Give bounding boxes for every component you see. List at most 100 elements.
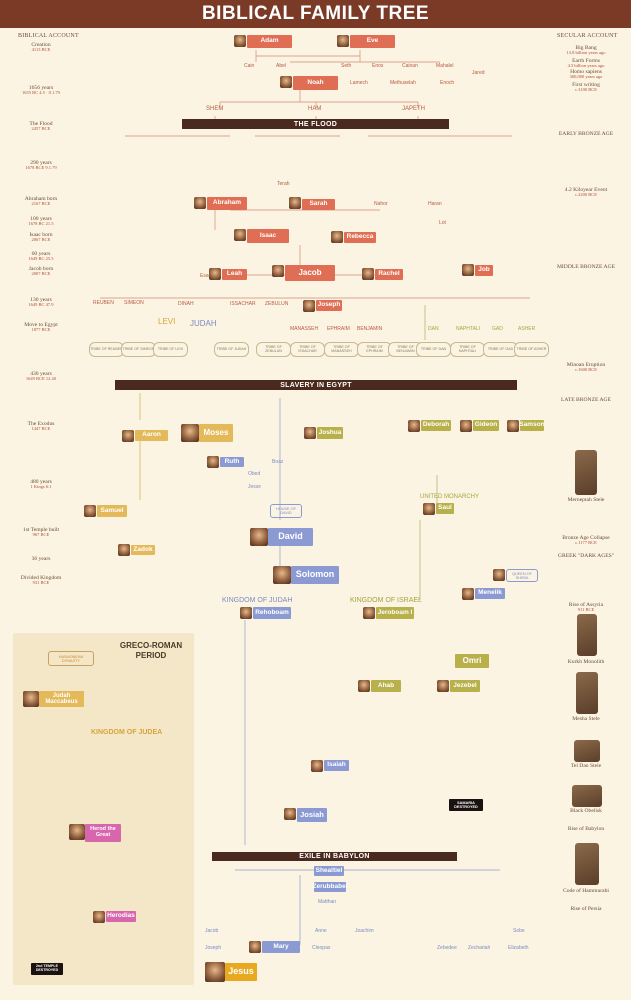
zadok-portrait <box>118 544 130 556</box>
timeline-date: 931 BCE <box>32 580 50 586</box>
right-timeline-entry: Kurkh Monolith <box>555 659 617 665</box>
tribe-badge: TRIBE OF ZEBULUN <box>256 342 291 357</box>
timeline-label: 480 years <box>30 479 52 485</box>
eve-portrait <box>337 35 349 47</box>
left-timeline-entry: 480 years 1 Kings 6:1 <box>14 479 68 490</box>
biblical-account-header: BIBLICAL ACCOUNT <box>18 33 79 39</box>
samuel-portrait <box>84 505 96 517</box>
right-timeline-entry: 4.2 Kiloyear Event c.2200 BCE <box>555 187 617 198</box>
jesus-portrait <box>205 962 225 982</box>
joseph-box: Joseph <box>316 300 342 311</box>
right-timeline-entry: Minoan Eruption c.1600 BCE <box>555 362 617 373</box>
right-timeline-entry: Earth Forms 4.5 billion years ago <box>555 58 617 69</box>
right-timeline-entry: Code of Hammurabi <box>555 888 617 894</box>
timeline-date: 2067 BCE <box>31 237 51 243</box>
left-timeline-entry: Abraham born 2167 BCE <box>14 196 68 207</box>
son-of-jacob-label: MANASSEH <box>290 326 319 332</box>
son-of-jacob-label: JUDAH <box>190 319 217 328</box>
timeline-date: 1877 BCE <box>31 327 51 333</box>
right-timeline-entry: Rise of Babylon <box>555 826 617 832</box>
timeline-date: 2457 BCE <box>31 126 51 132</box>
left-timeline-entry: 100 years 1678 BC 21.5 <box>14 216 68 227</box>
left-timeline-entry: 1st Temple built 967 BCE <box>14 527 68 538</box>
joshua-box: Joshua <box>317 427 343 439</box>
jacob-portrait <box>272 265 284 277</box>
son-of-jacob-label: LEVI <box>158 317 176 326</box>
methuselah-name: Methuselah <box>390 80 416 86</box>
right-timeline-entry: Tel Dan Stele <box>555 763 617 769</box>
jesus-box: Jesus <box>225 963 257 981</box>
ruth-box: Ruth <box>220 457 244 467</box>
joseph-nt-name: Joseph <box>205 945 222 951</box>
ham-label: HAM <box>308 106 322 112</box>
title-banner <box>0 0 631 28</box>
timeline-date: 1649 BC 25.5 <box>28 256 54 262</box>
timeline-label: 430 years <box>30 371 52 377</box>
right-timeline-entry: Mesha Stele <box>555 716 617 722</box>
enos-name: Enos <box>372 63 384 69</box>
kurkh-monolith-image <box>577 614 597 656</box>
timeline-label: Homo sapiens <box>570 69 602 75</box>
timeline-date: 1649 BCE 12.40 <box>25 376 57 382</box>
timeline-date: 1 Kings 6:1 <box>30 484 52 490</box>
left-timeline-entry: 430 years 1649 BCE 12.40 <box>14 371 68 382</box>
jacob-nt-name: Jacob <box>205 928 219 934</box>
merneptah-stele-image <box>575 450 597 495</box>
greco-roman-title: GRECO-ROMAN PERIOD <box>119 641 183 660</box>
japeth-label: JAPETH <box>402 106 426 112</box>
son-of-jacob-label: DAN <box>428 326 439 332</box>
timeline-date: c.1177 BCE <box>575 540 597 546</box>
judah-maccabeus-box: Judah Maccabeus <box>39 691 84 707</box>
mary-portrait <box>249 941 261 953</box>
kingdom-of-israel-label: KINGDOM OF ISRAEL <box>350 597 422 604</box>
the-flood-bar: THE FLOOD <box>182 119 449 129</box>
greco-roman-panel: HASMONEAN DYNASTY GRECO-ROMAN PERIOD Juda… <box>13 633 194 985</box>
timeline-date: 1655 BC 4.5 · 0.1.79 <box>22 90 60 96</box>
timeline-label: 130 years <box>30 297 52 303</box>
exile-in-babylon-bar: EXILE IN BABYLON <box>212 852 457 861</box>
son-of-jacob-label: NAPHTALI <box>456 326 481 332</box>
tribe-badge: TRIBE OF JUDAH <box>214 342 249 357</box>
moses-portrait <box>181 424 199 442</box>
right-timeline-entry: MIDDLE BRONZE AGE <box>555 264 617 270</box>
tel-dan-stele-image <box>574 740 600 762</box>
son-of-jacob-label: ISSACHAR <box>230 301 256 307</box>
shealtiel-box: Shealtiel <box>314 866 344 876</box>
right-timeline-entry: EARLY BRONZE AGE <box>555 131 617 137</box>
timeline-label: 60 years <box>31 251 51 257</box>
timeline-date: 1678 BCE 9.1.79 <box>25 165 57 171</box>
son-of-jacob-label: REUBEN <box>93 300 114 306</box>
timeline-label: Big Bang <box>575 45 597 51</box>
united-monarchy-label: UNITED MONARCHY <box>420 494 480 500</box>
timeline-label: 1st Temple built <box>22 527 60 533</box>
leah-portrait <box>209 268 221 280</box>
code-of-hammurabi-image <box>575 843 599 885</box>
son-of-jacob-label: BENJAMIN <box>357 326 383 332</box>
aaron-box: Aaron <box>135 430 168 441</box>
timeline-date: c.1600 BCE <box>575 367 597 373</box>
david-box: David <box>268 528 313 546</box>
menelik-box: Menelik <box>475 588 505 599</box>
abraham-box: Abraham <box>207 197 247 210</box>
samson-portrait <box>507 420 519 432</box>
mesha-stele-image <box>576 672 598 714</box>
timeline-label: MIDDLE BRONZE AGE <box>556 264 616 270</box>
queen-of-sheba-portrait <box>493 569 505 581</box>
right-timeline-entry: Rise of Persia <box>555 906 617 912</box>
nahor-name: Nahor <box>374 201 388 207</box>
timeline-date: 1649 BC 47.9 <box>28 302 54 308</box>
timeline-label: Jacob born <box>28 266 54 272</box>
timeline-label: Mesha Stele <box>572 716 600 722</box>
timeline-label: Isaac born <box>29 232 53 238</box>
joshua-portrait <box>304 427 316 439</box>
right-timeline-entry: Merneptah Stele <box>555 497 617 503</box>
timeline-label: Rise of Babylon <box>567 826 605 832</box>
left-timeline-entry: 60 years 1649 BC 25.5 <box>14 251 68 262</box>
son-of-jacob-label: ZEBULUN <box>265 301 289 307</box>
jezebel-box: Jezebel <box>450 680 480 692</box>
isaac-box: Isaac <box>247 229 289 243</box>
samson-box: Samson <box>519 420 545 431</box>
enoch-name: Enoch <box>440 80 455 86</box>
